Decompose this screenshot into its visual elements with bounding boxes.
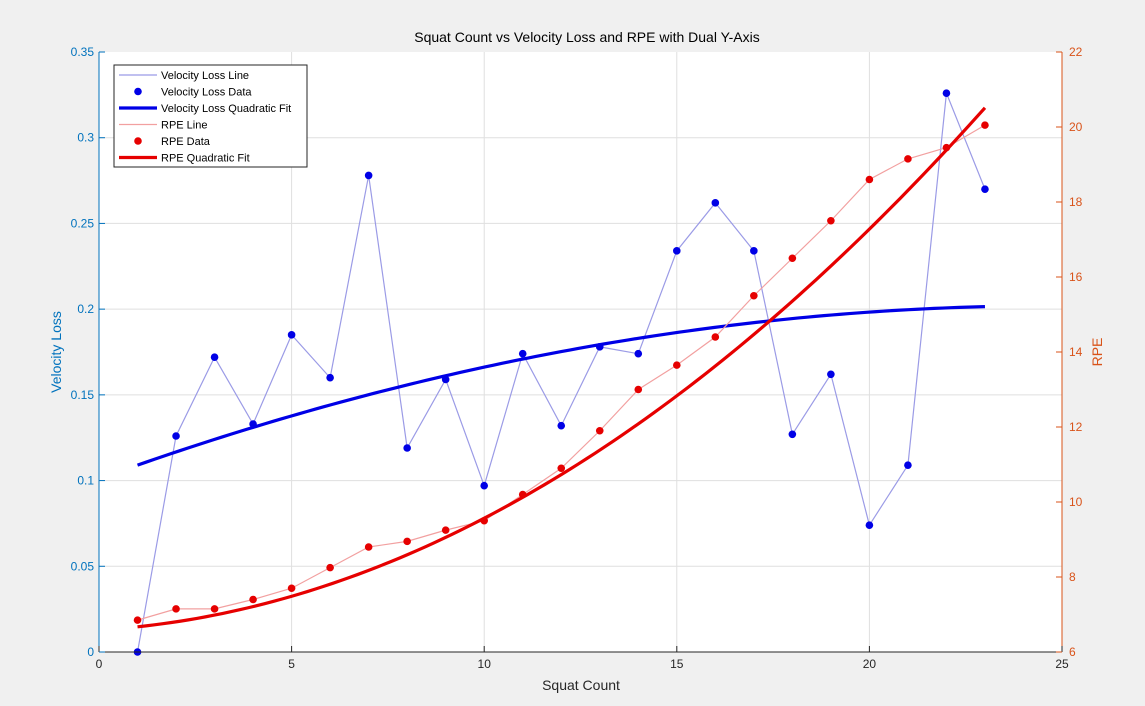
data-point [750, 247, 758, 255]
y-axis-left-label: Velocity Loss [48, 311, 64, 393]
data-point [364, 543, 373, 551]
data-point [904, 461, 912, 469]
data-point [942, 89, 951, 97]
data-point [287, 331, 296, 339]
y-left-tick-label: 0.1 [77, 474, 94, 488]
data-point [326, 563, 334, 572]
legend-box [113, 64, 308, 168]
data-point [557, 421, 566, 430]
y-right-tick-label: 18 [1069, 195, 1083, 209]
fit-curve [137, 106, 987, 629]
data-point [634, 385, 643, 394]
y-left-tick-label: 0.25 [71, 216, 95, 230]
y-left-tick-label: 0.05 [71, 559, 95, 573]
data-point [788, 254, 797, 263]
data-point [403, 537, 411, 546]
chart-title: Squat Count vs Velocity Loss and RPE wit… [414, 29, 760, 45]
data-point [981, 121, 989, 129]
grid [99, 52, 1062, 652]
y-right-tick-label: 6 [1069, 645, 1076, 659]
data-point [249, 420, 257, 428]
data-point [133, 616, 142, 624]
data-point [172, 605, 180, 613]
data-point [788, 430, 797, 439]
data-point [981, 185, 989, 193]
data-point [172, 432, 180, 440]
data-point [827, 216, 835, 225]
y-left-tick-label: 0.15 [71, 388, 95, 402]
data-point [942, 143, 951, 152]
x-tick-label: 15 [670, 657, 684, 671]
data-point [480, 481, 489, 490]
y-axis-right-label: RPE [1089, 338, 1105, 367]
x-tick-label: 5 [288, 657, 295, 671]
data-point [595, 426, 604, 435]
x-axis-label: Squat Count [542, 677, 620, 693]
legend-label: Velocity Loss Data [161, 87, 252, 99]
legend-swatch [134, 137, 142, 145]
data-point [518, 490, 527, 499]
data-point [441, 375, 450, 384]
y-right-tick-label: 10 [1069, 495, 1083, 509]
data-point [865, 175, 874, 184]
legend-label: Velocity Loss Quadratic Fit [161, 103, 291, 115]
x-tick-label: 0 [96, 657, 103, 671]
y-left-tick-label: 0 [87, 645, 94, 659]
data-point [750, 291, 758, 300]
data-point [518, 349, 527, 358]
data-point [595, 343, 604, 351]
x-tick-label: 25 [1055, 657, 1069, 671]
y-left-tick-label: 0.35 [71, 45, 95, 59]
legend-swatch [134, 87, 142, 96]
data-point [865, 521, 874, 529]
data-point [287, 584, 296, 593]
data-point [249, 595, 257, 604]
axes: 0 5 10 15 20 25 0 0.05 0.1 0.15 0.2 0.25 0.3 0.35 6 8 10… [71, 45, 1083, 671]
data-point [480, 516, 489, 525]
y-right-tick-label: 8 [1069, 570, 1076, 584]
data-point [904, 155, 912, 163]
y-right-tick-label: 16 [1069, 270, 1083, 284]
data-point [210, 353, 219, 361]
data-point [673, 247, 681, 255]
data-point [441, 526, 450, 534]
y-left-tick-label: 0.2 [77, 302, 94, 316]
data-point [673, 361, 681, 369]
data-point [711, 199, 720, 207]
legend-label: RPE Data [161, 136, 211, 148]
data-point [827, 370, 835, 379]
fit-curve [136, 305, 986, 467]
y-right-tick-label: 12 [1069, 420, 1083, 434]
y-left-tick-label: 0.3 [77, 131, 94, 145]
y-right-tick-label: 14 [1069, 345, 1083, 359]
series [133, 89, 989, 656]
data-point [364, 171, 373, 180]
legend: Velocity Loss Line Velocity Loss Data Velo… [113, 64, 308, 168]
legend-label: RPE Line [161, 120, 207, 132]
x-tick-label: 10 [478, 657, 492, 671]
data-point [403, 444, 411, 452]
x-tick-label: 20 [863, 657, 877, 671]
data-point [210, 605, 219, 613]
data-point [634, 349, 643, 358]
data-point [557, 464, 566, 473]
y-right-tick-label: 22 [1069, 45, 1083, 59]
data-point [326, 373, 334, 382]
y-right-tick-label: 20 [1069, 120, 1083, 134]
legend-label: RPE Quadratic Fit [161, 153, 250, 165]
legend-label: Velocity Loss Line [161, 70, 249, 82]
data-point [711, 333, 720, 341]
